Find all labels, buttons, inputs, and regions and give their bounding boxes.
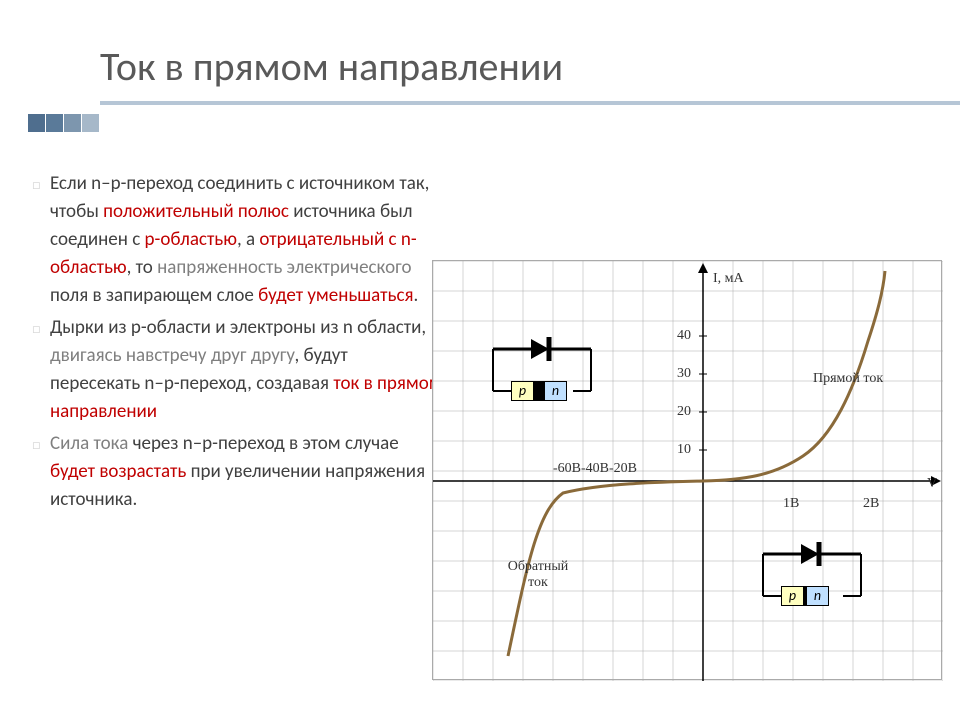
- y-tick-label: 20: [677, 404, 691, 420]
- bullet-item: □Если n–p-переход соединить с источником…: [32, 170, 442, 310]
- y-tick-label: 40: [677, 328, 691, 344]
- x-tick-label: 2В: [863, 496, 879, 512]
- forward-current-label: Прямой ток: [813, 371, 883, 387]
- x-tick-label: 1В: [783, 496, 799, 512]
- y-tick-label: 30: [677, 366, 691, 382]
- reverse-current-label: Обратный ток: [503, 559, 573, 591]
- y-axis-label: I, мА: [713, 271, 744, 287]
- page-title: Ток в прямом направлении: [100, 42, 960, 91]
- x-axis-label: V: [927, 476, 937, 492]
- n-region-label: n: [806, 587, 828, 605]
- bullet-list: □Если n–p-переход соединить с источником…: [32, 170, 442, 518]
- title-underline: [100, 101, 960, 105]
- reverse-diode-schematic: p n: [753, 536, 873, 611]
- bullet-item: □Дырки из p-области и электроны из n обл…: [32, 314, 442, 426]
- y-tick-label: 10: [677, 442, 691, 458]
- bullet-item: □Сила тока через n–p-переход в этом случ…: [32, 430, 442, 514]
- accent-squares: [28, 114, 100, 132]
- p-region-label: p: [512, 382, 534, 400]
- iv-chart: p n p n I, мА Прямой ток Обратный ток -6…: [432, 260, 942, 680]
- n-region-label: n: [544, 382, 566, 400]
- p-region-label: p: [782, 587, 804, 605]
- forward-diode-schematic: p n: [483, 331, 603, 406]
- x-negative-label: -60В-40В-20В: [553, 461, 637, 477]
